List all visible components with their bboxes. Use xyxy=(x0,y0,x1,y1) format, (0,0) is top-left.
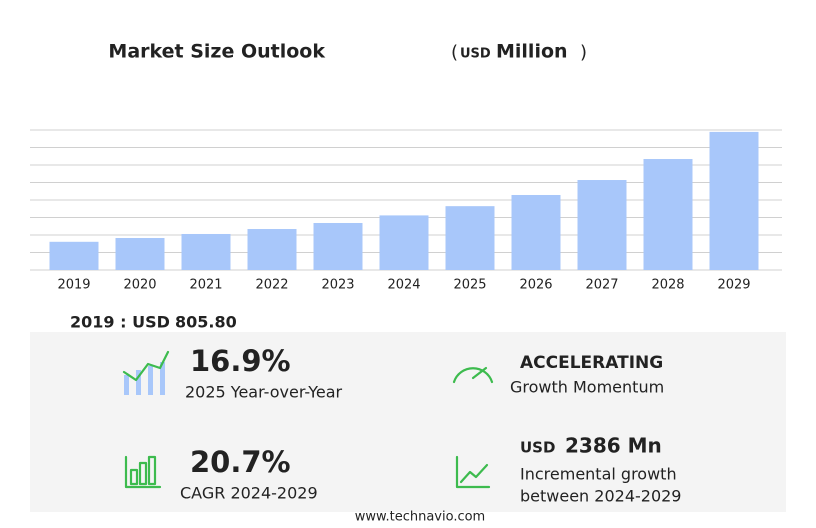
highlight-label: 2019 : USD xyxy=(70,313,170,332)
x-tick-label: 2020 xyxy=(123,278,156,293)
highlight-value: 805.80 xyxy=(175,313,237,332)
momentum-value: ACCELERATING xyxy=(520,353,663,373)
x-tick-label: 2025 xyxy=(453,278,486,293)
bar xyxy=(49,241,99,270)
bar xyxy=(709,131,759,270)
bar xyxy=(115,238,165,270)
x-tick-label: 2028 xyxy=(651,278,684,293)
icon-cagr xyxy=(124,455,162,489)
icon-incremental xyxy=(455,455,491,489)
cagr-label: CAGR 2024-2029 xyxy=(180,484,318,503)
cagr-value: 20.7% xyxy=(190,445,291,479)
x-tick-label: 2021 xyxy=(189,278,222,293)
title-open: ( xyxy=(451,42,458,63)
bar xyxy=(643,159,693,270)
incremental-value: 2386 Mn xyxy=(565,434,662,458)
title-unit: Million xyxy=(496,41,568,63)
x-tick-label: 2019 xyxy=(57,278,90,293)
x-tick-label: 2027 xyxy=(585,278,618,293)
x-tick-label: 2023 xyxy=(321,278,354,293)
bar xyxy=(445,206,495,270)
x-tick-label: 2029 xyxy=(717,278,750,293)
incremental-currency: USD xyxy=(520,439,555,457)
yoy-value: 16.9% xyxy=(190,344,291,378)
x-tick-label: 2024 xyxy=(387,278,420,293)
yoy-label: 2025 Year-over-Year xyxy=(185,383,343,402)
bar xyxy=(247,229,297,270)
footer: www.technavio.com xyxy=(355,510,485,525)
x-tick-label: 2026 xyxy=(519,278,552,293)
bar xyxy=(313,222,363,270)
title-currency: USD xyxy=(460,47,491,62)
bar xyxy=(511,194,561,270)
icon-yoy xyxy=(122,350,170,395)
icon-gauge xyxy=(452,366,494,384)
chart-title: Market Size Outlook xyxy=(108,41,325,63)
bar xyxy=(577,180,627,270)
incremental-label-2: between 2024-2029 xyxy=(520,487,681,506)
momentum-label: Growth Momentum xyxy=(510,378,664,397)
incremental-label: Incremental growth xyxy=(520,465,677,484)
x-tick-label: 2022 xyxy=(255,278,288,293)
title-close: ) xyxy=(580,42,587,63)
bar xyxy=(181,233,231,270)
bar xyxy=(379,215,429,270)
